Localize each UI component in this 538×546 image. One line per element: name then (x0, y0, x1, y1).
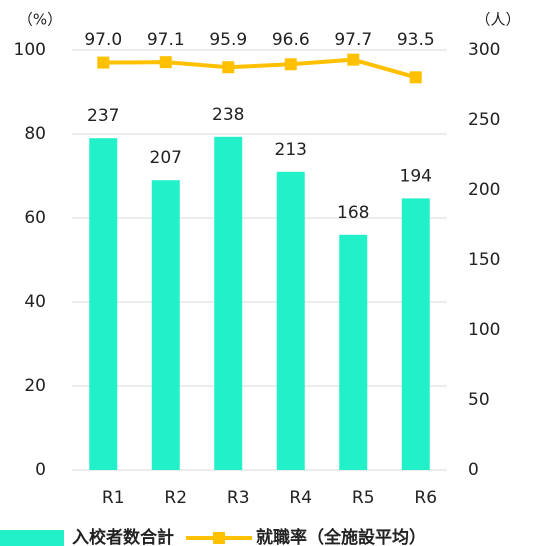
data-label: 213 (275, 140, 307, 160)
data-label: 97.7 (334, 30, 372, 50)
y2-tick-label: 250 (468, 110, 500, 130)
x-tick-label: R2 (164, 488, 187, 508)
data-label: 95.9 (209, 30, 247, 50)
y2-tick-label: 0 (468, 460, 479, 480)
data-label: 194 (400, 166, 432, 186)
y-tick-label: 40 (24, 292, 46, 312)
y-tick-label: 0 (35, 460, 46, 480)
bar (89, 138, 118, 470)
data-label: 96.6 (272, 30, 310, 50)
line-marker (409, 71, 422, 84)
x-tick-label: R6 (414, 488, 437, 508)
data-label: 93.5 (397, 30, 435, 50)
bar (401, 198, 430, 470)
bar (151, 180, 180, 470)
data-label: 168 (337, 203, 369, 223)
y-tick-label: 100 (14, 40, 46, 60)
legend-swatch (0, 530, 64, 546)
legend-swatch (213, 532, 225, 544)
data-label: 207 (150, 148, 182, 168)
y-tick-label: 60 (24, 208, 46, 228)
y-tick-label: 80 (24, 124, 46, 144)
bar (214, 136, 243, 471)
y-tick-label: 20 (24, 376, 46, 396)
x-tick-label: R3 (227, 488, 250, 508)
bar (276, 171, 305, 471)
data-label: 97.1 (147, 30, 185, 50)
legend-label: 就職率（全施設平均） (256, 527, 426, 546)
x-tick-label: R4 (289, 488, 312, 508)
y-axis-label: （%） (18, 11, 62, 29)
y2-tick-label: 200 (468, 180, 500, 200)
line-marker (159, 56, 172, 69)
line (103, 57, 417, 80)
y2-axis-label: （人） (475, 11, 520, 29)
y2-tick-label: 300 (468, 40, 500, 60)
data-label: 97.0 (84, 30, 122, 50)
line-marker (347, 53, 360, 66)
legend-label: 入校者数合計 (72, 527, 174, 546)
y2-tick-label: 100 (468, 320, 500, 340)
y2-tick-label: 150 (468, 250, 500, 270)
bar (339, 234, 368, 470)
data-label: 238 (212, 105, 244, 125)
line-marker (97, 56, 110, 69)
data-label: 237 (87, 106, 119, 126)
line-marker (284, 58, 297, 71)
line-marker (222, 61, 235, 74)
x-tick-label: R1 (102, 488, 125, 508)
y2-tick-label: 50 (468, 390, 490, 410)
x-tick-label: R5 (352, 488, 375, 508)
